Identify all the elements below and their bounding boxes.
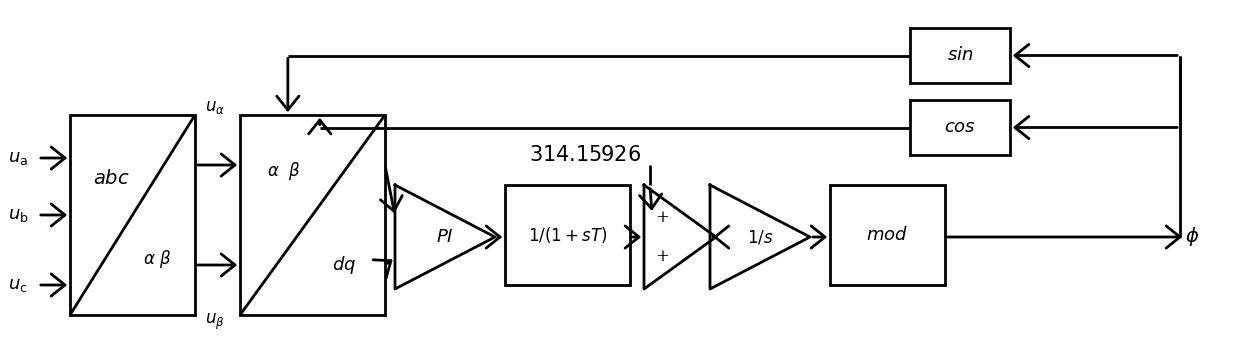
Text: $1/s$: $1/s$ — [747, 228, 773, 246]
Text: $314.15926$: $314.15926$ — [529, 145, 641, 165]
Text: $dq$: $dq$ — [332, 254, 357, 276]
Text: $u_{\rm a}$: $u_{\rm a}$ — [7, 149, 28, 167]
Text: $1/(1+sT)$: $1/(1+sT)$ — [528, 225, 607, 245]
Text: $u_{\alpha}$: $u_{\alpha}$ — [204, 99, 225, 117]
Bar — [909, 100, 1010, 155]
Text: +: + — [655, 209, 669, 226]
Text: $PI$: $PI$ — [436, 228, 453, 246]
Text: $\alpha\ \beta$: $\alpha\ \beta$ — [144, 248, 172, 270]
Text: $abc$: $abc$ — [93, 169, 130, 189]
Text: $cos$: $cos$ — [944, 118, 976, 137]
Text: +: + — [655, 248, 669, 265]
Text: $u_{\rm c}$: $u_{\rm c}$ — [7, 276, 27, 294]
Text: $\phi$: $\phi$ — [1184, 225, 1199, 248]
Text: $u_{\beta}$: $u_{\beta}$ — [204, 312, 224, 332]
Bar — [240, 115, 385, 315]
Bar — [909, 28, 1010, 83]
Text: $mod$: $mod$ — [866, 226, 908, 244]
Bar — [830, 185, 945, 285]
Bar — [506, 185, 629, 285]
Text: $sin$: $sin$ — [947, 47, 974, 64]
Text: $\alpha\ \ \beta$: $\alpha\ \ \beta$ — [266, 160, 300, 182]
Text: $u_{\rm b}$: $u_{\rm b}$ — [7, 206, 28, 224]
Bar — [69, 115, 195, 315]
